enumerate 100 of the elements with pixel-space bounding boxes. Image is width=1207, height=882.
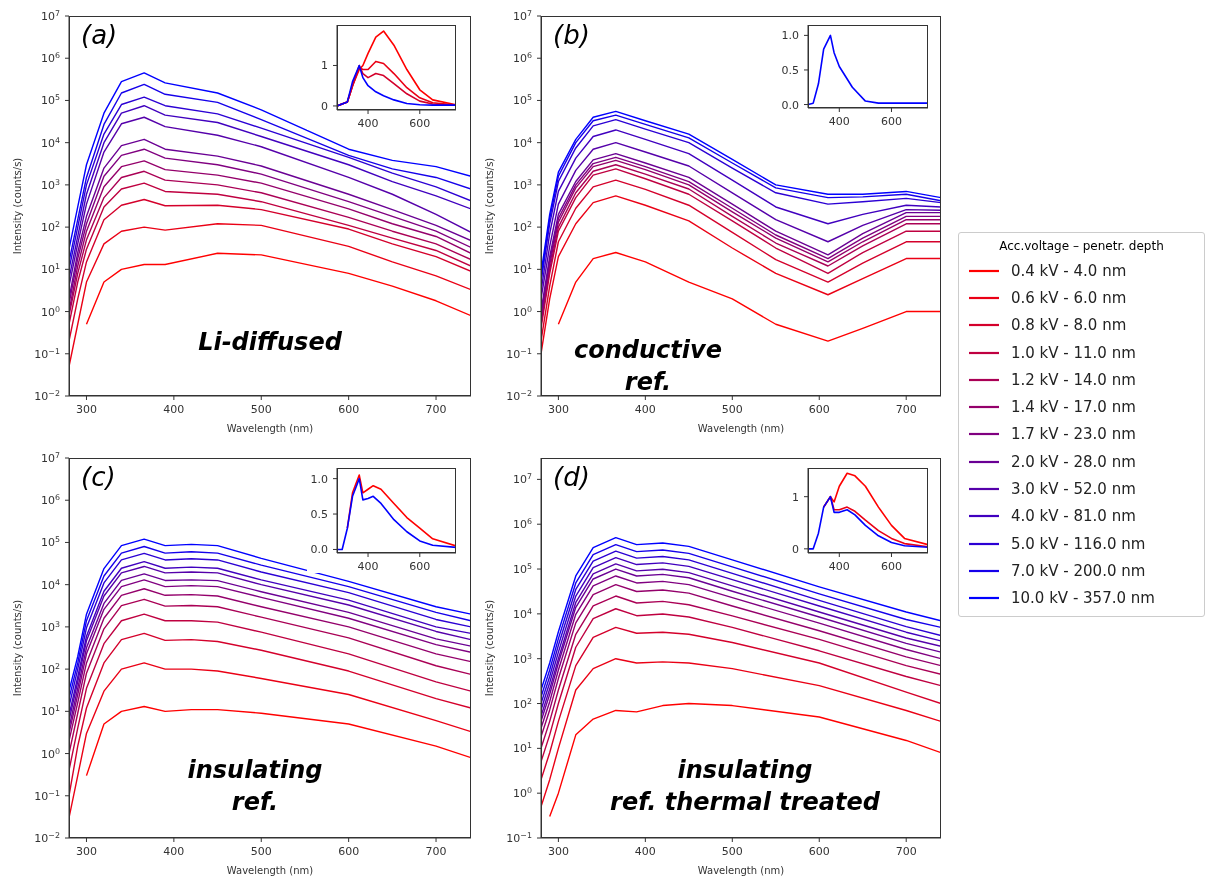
- y-tick-label: 10$^{3}$: [40, 177, 60, 192]
- legend-label: 5.0 kV - 116.0 nm: [1011, 534, 1146, 553]
- y-tick-label: 0.0: [310, 543, 328, 557]
- x-tick-label: 600: [880, 115, 902, 128]
- x-tick-label: 400: [163, 845, 185, 858]
- y-tick-label: 10$^{6}$: [512, 50, 532, 66]
- y-tick-label: 10$^{6}$: [40, 50, 60, 66]
- x-tick-label: 700: [895, 845, 917, 858]
- y-tick-label: 10$^{0}$: [40, 304, 60, 319]
- x-tick-label: 300: [75, 403, 97, 416]
- y-tick-label: 0: [792, 542, 799, 556]
- y-tick-label: 0: [321, 99, 328, 113]
- y-tick-label: 0.0: [781, 98, 799, 112]
- x-tick-label: 400: [357, 560, 379, 573]
- x-tick-label: 600: [808, 403, 830, 416]
- x-axis-title: Wavelength (nm): [226, 865, 314, 876]
- y-tick-label: 10$^{7}$: [40, 450, 60, 465]
- legend-label: 3.0 kV - 52.0 nm: [1011, 480, 1136, 499]
- legend-label: 0.6 kV - 6.0 nm: [1011, 288, 1127, 307]
- x-axis-title: Wavelength (nm): [226, 423, 314, 434]
- y-tick-label: 10$^{2}$: [512, 219, 532, 235]
- legend-label: 1.2 kV - 14.0 nm: [1011, 370, 1136, 389]
- y-tick-label: 10$^{5}$: [512, 561, 532, 577]
- y-tick-label: 10$^{6}$: [512, 516, 532, 532]
- y-tick-label: 10$^{5}$: [40, 534, 60, 550]
- y-tick-label: 10$^{−1}$: [34, 346, 60, 361]
- legend-label: 10.0 kV - 357.0 nm: [1011, 589, 1155, 608]
- annotation: conductive ref.: [574, 336, 722, 396]
- y-tick-label: 10$^{−1}$: [506, 346, 532, 361]
- y-tick-label: 10$^{4}$: [512, 606, 532, 621]
- legend-label: 1.7 kV - 23.0 nm: [1011, 425, 1136, 444]
- y-tick-label: 10$^{−2}$: [506, 388, 532, 403]
- legend-label: 2.0 kV - 28.0 nm: [1011, 452, 1136, 471]
- x-tick-label: 400: [634, 845, 656, 858]
- y-axis-title: Intensity (counts/s): [483, 157, 495, 255]
- y-tick-label: 10$^{2}$: [512, 696, 532, 711]
- y-tick-label: 1: [792, 490, 799, 504]
- y-tick-label: 10$^{−2}$: [34, 388, 60, 403]
- y-tick-label: 1: [321, 59, 328, 73]
- annotation: Li-diffused: [197, 327, 343, 358]
- x-tick-label: 600: [880, 560, 902, 573]
- legend-label: 4.0 kV - 81.0 nm: [1011, 507, 1136, 526]
- x-tick-label: 500: [721, 845, 743, 858]
- y-tick-label: 10$^{3}$: [512, 651, 532, 666]
- x-tick-label: 600: [338, 403, 360, 416]
- y-tick-label: 0.5: [310, 508, 328, 522]
- y-tick-label: 0.5: [781, 63, 799, 77]
- y-tick-label: 10$^{4}$: [512, 135, 532, 150]
- x-tick-label: 600: [808, 845, 830, 858]
- legend-label: 1.4 kV - 17.0 nm: [1011, 398, 1136, 417]
- x-tick-label: 500: [250, 845, 272, 858]
- y-tick-label: 10$^{4}$: [40, 135, 60, 150]
- x-tick-label: 700: [425, 403, 447, 416]
- x-tick-label: 400: [828, 115, 850, 128]
- y-tick-label: 10$^{1}$: [40, 261, 60, 277]
- y-tick-label: 10$^{0}$: [512, 785, 532, 801]
- x-tick-label: 400: [634, 403, 656, 416]
- y-tick-label: 10$^{5}$: [40, 92, 60, 108]
- x-tick-label: 600: [409, 117, 431, 130]
- x-tick-label: 700: [425, 845, 447, 858]
- y-tick-label: 10$^{0}$: [512, 304, 532, 319]
- y-tick-label: 10$^{−1}$: [34, 788, 60, 803]
- y-tick-label: 1.0: [781, 29, 799, 43]
- y-tick-label: 10$^{2}$: [40, 661, 60, 677]
- legend-label: 1.0 kV - 11.0 nm: [1011, 343, 1136, 362]
- y-axis-title: Intensity (counts/s): [11, 599, 23, 697]
- x-tick-label: 400: [357, 117, 379, 130]
- legend-label: 7.0 kV - 200.0 nm: [1011, 561, 1146, 580]
- y-tick-label: 10$^{−2}$: [34, 830, 60, 845]
- legend-title: Acc.voltage – penetr. depth: [998, 239, 1165, 253]
- x-tick-label: 600: [409, 560, 431, 573]
- y-tick-label: 10$^{0}$: [40, 746, 60, 761]
- y-tick-label: 10$^{7}$: [40, 8, 60, 23]
- y-tick-label: 10$^{7}$: [512, 471, 532, 487]
- x-tick-label: 500: [721, 403, 743, 416]
- x-axis-title: Wavelength (nm): [697, 865, 785, 876]
- annotation: insulating ref. thermal treated: [609, 755, 881, 818]
- legend-label: 0.4 kV - 4.0 nm: [1011, 261, 1127, 280]
- y-tick-label: 1.0: [310, 472, 328, 486]
- y-tick-label: 10$^{1}$: [512, 740, 532, 756]
- y-tick-label: 10$^{3}$: [512, 177, 532, 192]
- y-tick-label: 10$^{5}$: [512, 92, 532, 108]
- annotation: (c): [81, 462, 116, 492]
- x-tick-label: 600: [338, 845, 360, 858]
- x-tick-label: 500: [250, 403, 272, 416]
- annotation: (d): [553, 462, 590, 492]
- y-axis-title: Intensity (counts/s): [11, 157, 23, 255]
- x-tick-label: 300: [75, 845, 97, 858]
- annotation: insulating ref.: [186, 755, 324, 818]
- y-tick-label: 10$^{4}$: [40, 577, 60, 592]
- y-tick-label: 10$^{6}$: [40, 492, 60, 508]
- x-axis-title: Wavelength (nm): [697, 423, 785, 434]
- y-tick-label: 10$^{2}$: [40, 219, 60, 235]
- y-axis-title: Intensity (counts/s): [483, 599, 495, 697]
- y-tick-label: 10$^{7}$: [512, 8, 532, 23]
- y-tick-label: 10$^{3}$: [40, 619, 60, 634]
- legend-label: 0.8 kV - 8.0 nm: [1011, 316, 1127, 335]
- annotation: (a): [81, 20, 118, 50]
- x-tick-label: 400: [163, 403, 185, 416]
- x-tick-label: 700: [895, 403, 917, 416]
